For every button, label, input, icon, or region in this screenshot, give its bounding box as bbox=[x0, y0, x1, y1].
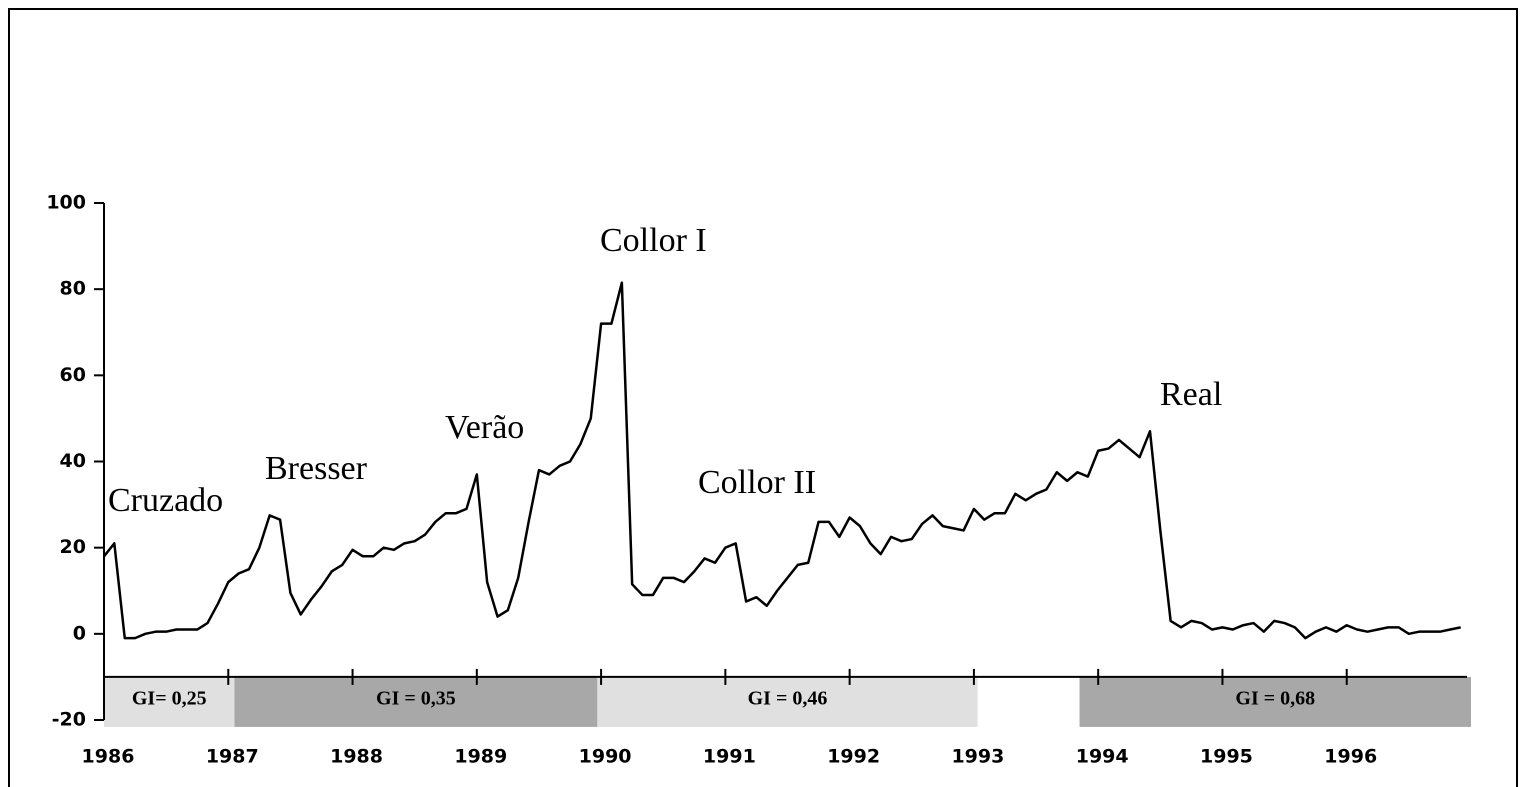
gi-band bbox=[1079, 676, 1471, 727]
annotation: Verão bbox=[445, 409, 524, 446]
x-tick-label: 1994 bbox=[1076, 746, 1129, 768]
y-tick-label: 100 bbox=[46, 192, 86, 214]
gi-label: GI = 0,46 bbox=[748, 688, 828, 710]
x-tick-label: 1996 bbox=[1324, 746, 1377, 768]
y-tick-label: 40 bbox=[60, 450, 86, 472]
x-tick-label: 1995 bbox=[1200, 746, 1253, 768]
gi-band bbox=[597, 676, 978, 727]
x-tick-label: 1987 bbox=[206, 746, 259, 768]
gi-band bbox=[234, 676, 598, 727]
annotation: Cruzado bbox=[108, 482, 223, 519]
y-tick-label: 20 bbox=[60, 536, 86, 558]
frame bbox=[8, 8, 1518, 787]
data-line bbox=[103, 281, 1461, 640]
y-tick-label: -20 bbox=[52, 709, 86, 731]
annotation: Collor II bbox=[698, 464, 816, 501]
gi-label: GI = 0,35 bbox=[376, 688, 456, 710]
x-tick-label: 1989 bbox=[454, 746, 507, 768]
x-tick-label: 1992 bbox=[827, 746, 880, 768]
x-tick-label: 1993 bbox=[951, 746, 1004, 768]
gi-band bbox=[104, 676, 235, 727]
annotation: Bresser bbox=[265, 450, 368, 487]
y-tick-label: 80 bbox=[60, 278, 86, 300]
annotation: Collor I bbox=[600, 222, 707, 259]
y-tick-label: 60 bbox=[60, 364, 86, 386]
x-tick-label: 1986 bbox=[82, 746, 135, 768]
annotation: Real bbox=[1160, 376, 1222, 413]
y-tick-label: 0 bbox=[73, 622, 86, 644]
gi-label: GI= 0,25 bbox=[132, 688, 207, 710]
x-tick-label: 1991 bbox=[703, 746, 756, 768]
x-tick-label: 1988 bbox=[330, 746, 383, 768]
x-tick-label: 1990 bbox=[579, 746, 632, 768]
gi-label: GI = 0,68 bbox=[1235, 688, 1315, 710]
